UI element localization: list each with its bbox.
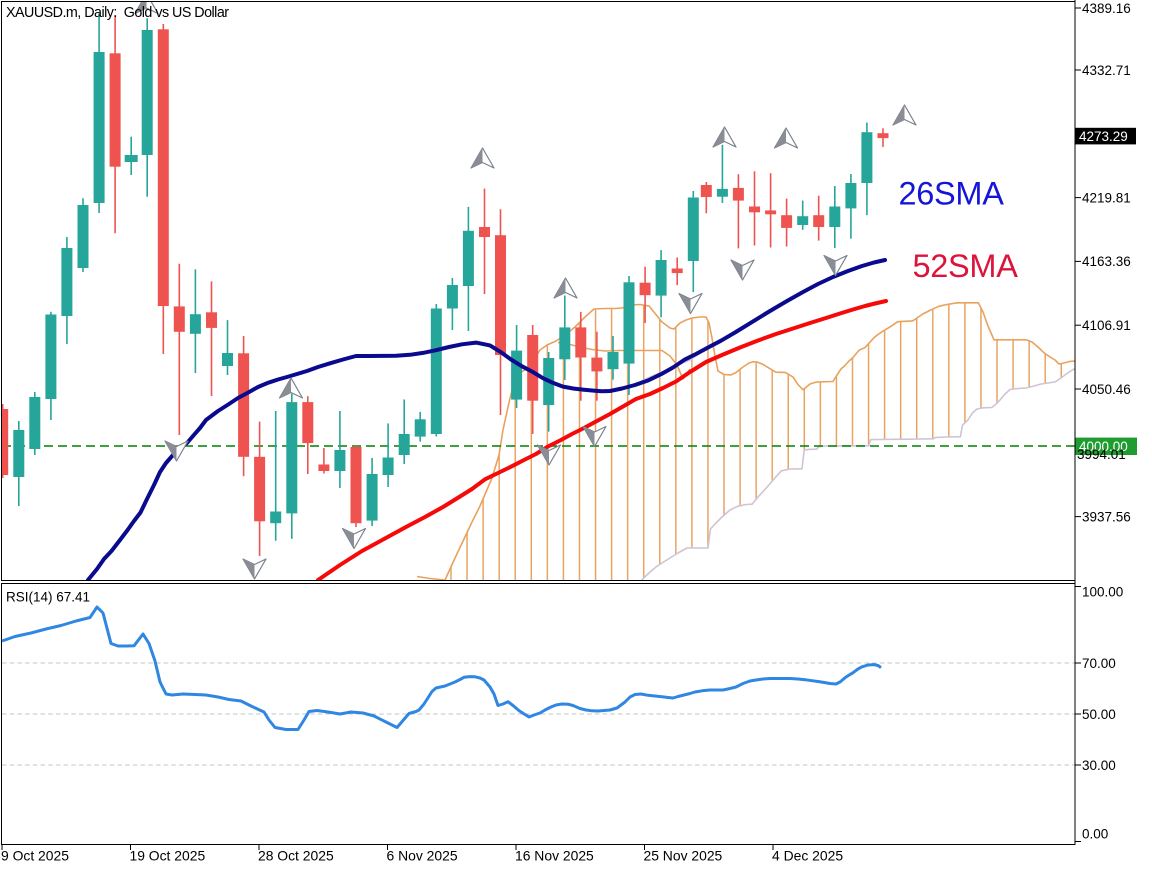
svg-text:19 Oct 2025: 19 Oct 2025 xyxy=(130,848,206,864)
svg-text:4273.29: 4273.29 xyxy=(1079,129,1128,144)
svg-text:16 Nov 2025: 16 Nov 2025 xyxy=(515,848,594,864)
svg-text:4219.81: 4219.81 xyxy=(1082,190,1131,205)
svg-text:4389.16: 4389.16 xyxy=(1082,1,1131,16)
svg-text:4332.71: 4332.71 xyxy=(1082,63,1131,78)
svg-text:9 Oct 2025: 9 Oct 2025 xyxy=(1,848,69,864)
svg-text:RSI(14) 67.41: RSI(14) 67.41 xyxy=(6,590,90,605)
svg-text:6 Nov 2025: 6 Nov 2025 xyxy=(387,848,458,864)
svg-text:52SMA: 52SMA xyxy=(913,248,1019,284)
svg-text:100.00: 100.00 xyxy=(1082,585,1123,600)
svg-text:4000.00: 4000.00 xyxy=(1079,439,1128,454)
svg-text:4163.36: 4163.36 xyxy=(1082,254,1131,269)
svg-text:4 Dec 2025: 4 Dec 2025 xyxy=(772,848,843,864)
svg-text:25 Nov 2025: 25 Nov 2025 xyxy=(644,848,723,864)
svg-text:28 Oct 2025: 28 Oct 2025 xyxy=(258,848,334,864)
svg-text:4050.46: 4050.46 xyxy=(1082,382,1131,397)
svg-text:70.00: 70.00 xyxy=(1082,656,1116,671)
svg-text:0.00: 0.00 xyxy=(1082,827,1108,842)
svg-text:4106.91: 4106.91 xyxy=(1082,318,1131,333)
svg-text:30.00: 30.00 xyxy=(1082,758,1116,773)
svg-text:50.00: 50.00 xyxy=(1082,707,1116,722)
svg-text:3937.56: 3937.56 xyxy=(1082,509,1131,524)
svg-text:3994.01: 3994.01 xyxy=(1077,447,1126,462)
svg-text:26SMA: 26SMA xyxy=(899,176,1005,212)
svg-text:XAUUSD.m, Daily: Gold vs US D: XAUUSD.m, Daily: Gold vs US Dollar xyxy=(6,5,229,21)
